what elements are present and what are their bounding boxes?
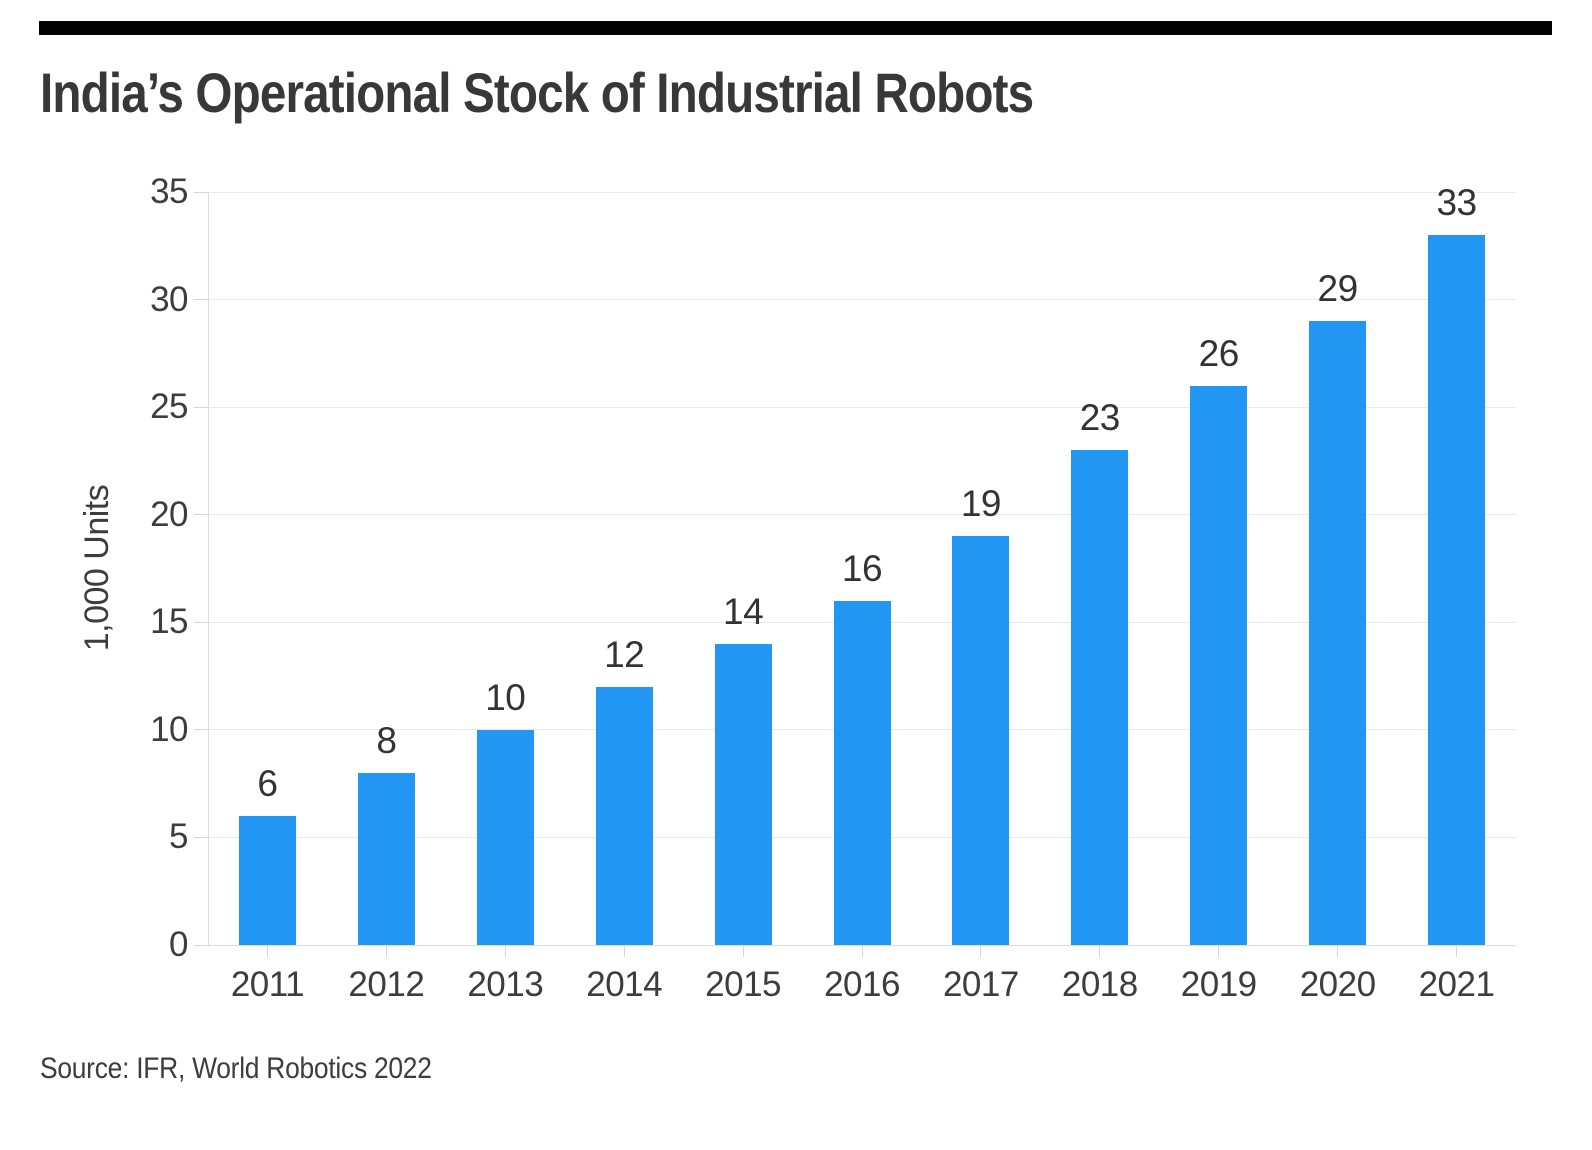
- y-tick-label: 5: [169, 817, 188, 857]
- bar: [714, 643, 772, 945]
- x-tick: [1456, 945, 1458, 957]
- bar: [357, 772, 415, 945]
- source-note: Source: IFR, World Robotics 2022: [40, 1052, 432, 1085]
- gridline: [208, 299, 1516, 301]
- x-tick-label: 2012: [348, 965, 425, 1004]
- x-tick: [504, 945, 506, 957]
- x-tick: [385, 945, 387, 957]
- bar: [238, 815, 296, 945]
- bar-value-label: 8: [376, 719, 397, 761]
- bar-value-label: 14: [723, 590, 764, 632]
- y-tick-label: 25: [150, 387, 188, 427]
- top-divider-rule: [39, 21, 1552, 35]
- x-tick: [1218, 945, 1220, 957]
- bar-value-label: 12: [604, 633, 645, 675]
- y-tick-label: 10: [150, 709, 188, 749]
- bar-value-label: 6: [257, 762, 278, 804]
- x-tick: [1099, 945, 1101, 957]
- bar: [1309, 321, 1367, 945]
- x-tick-label: 2011: [230, 965, 305, 1004]
- bar-value-label: 33: [1436, 182, 1477, 224]
- x-tick-label: 2020: [1299, 965, 1376, 1004]
- y-tick: [194, 406, 208, 408]
- y-tick: [194, 944, 208, 946]
- x-tick: [266, 945, 268, 957]
- x-tick: [861, 945, 863, 957]
- bar-value-label: 23: [1079, 397, 1121, 439]
- y-tick-label: 15: [150, 602, 188, 642]
- bar: [476, 729, 534, 945]
- y-axis-line: [207, 192, 209, 945]
- y-tick: [194, 191, 208, 193]
- bar-value-label: 16: [841, 547, 883, 589]
- x-tick: [1337, 945, 1339, 957]
- y-tick-label: 20: [150, 494, 188, 534]
- x-tick: [980, 945, 982, 957]
- x-tick-label: 2017: [942, 965, 1019, 1004]
- x-tick-label: 2015: [705, 965, 782, 1004]
- y-tick: [194, 299, 208, 301]
- gridline: [208, 514, 1516, 516]
- y-tick: [194, 514, 208, 516]
- bar: [1071, 450, 1129, 945]
- bar: [1428, 235, 1486, 945]
- y-tick: [194, 836, 208, 838]
- chart-title: India’s Operational Stock of Industrial …: [40, 61, 1034, 124]
- bar-value-label: 19: [960, 483, 1002, 525]
- bar-value-label: 26: [1198, 332, 1240, 374]
- bar: [1190, 385, 1248, 945]
- bar: [833, 600, 891, 945]
- gridline: [208, 406, 1516, 408]
- bar-value-label: 29: [1317, 268, 1359, 310]
- y-tick-label: 30: [150, 279, 188, 319]
- x-tick: [742, 945, 744, 957]
- bar-value-label: 10: [485, 676, 526, 718]
- x-tick-label: 2021: [1418, 965, 1495, 1004]
- x-tick: [623, 945, 625, 957]
- x-tick-label: 2019: [1180, 965, 1257, 1004]
- bar: [952, 536, 1010, 945]
- x-tick-label: 2014: [586, 965, 663, 1004]
- x-tick-label: 2016: [824, 965, 900, 1004]
- y-tick-label: 0: [169, 925, 188, 964]
- gridline: [208, 191, 1516, 193]
- bar: [595, 686, 653, 945]
- x-tick-label: 2018: [1061, 965, 1138, 1004]
- y-tick: [194, 621, 208, 623]
- y-tick-label: 35: [150, 172, 188, 211]
- y-tick: [194, 729, 208, 731]
- x-tick-label: 2013: [467, 965, 544, 1004]
